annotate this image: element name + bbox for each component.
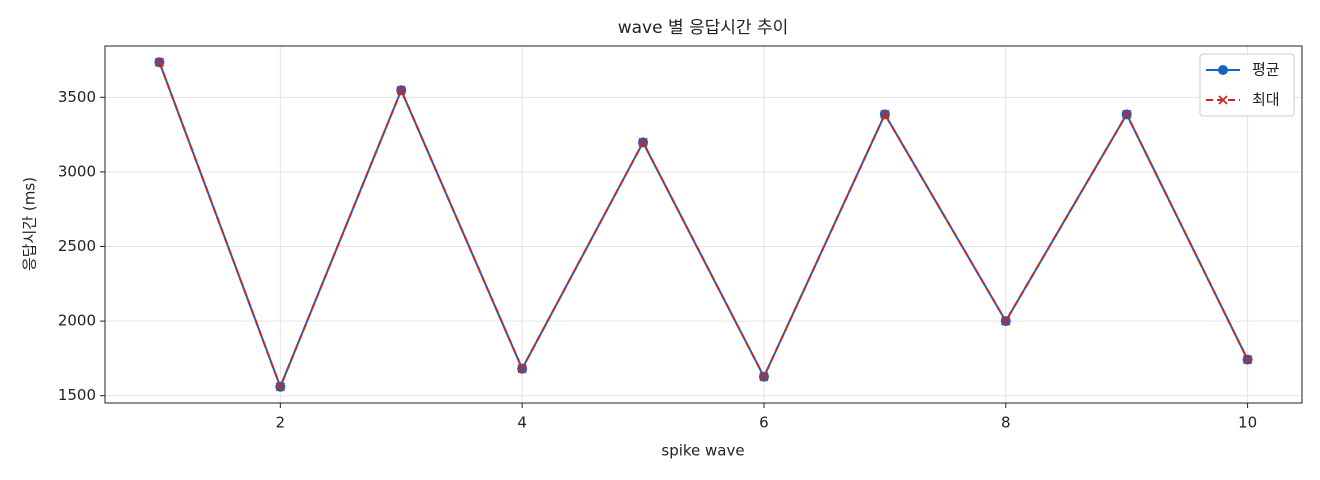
series-line (158, 61, 1249, 390)
legend-box (1199, 53, 1295, 117)
x-tick-label: 4 (517, 414, 527, 432)
legend-marker (1218, 65, 1228, 75)
marker (1242, 354, 1253, 365)
marker (1001, 316, 1011, 326)
x-tick-label: 8 (1001, 414, 1011, 432)
x-tick-label: 10 (1238, 414, 1257, 432)
marker (1122, 109, 1132, 119)
marker (880, 109, 890, 119)
marker (154, 57, 165, 67)
x-axis-label: spike wave (661, 442, 744, 460)
x-tick-label: 6 (759, 414, 769, 432)
legend-label: 최대 (1252, 91, 1280, 109)
marker (638, 137, 648, 148)
marker (396, 85, 406, 95)
plot-frame (104, 45, 1303, 404)
y-axis-label: 응답시간 (ms) (21, 177, 39, 271)
marker (517, 364, 527, 374)
y-tick-label: 3500 (58, 88, 96, 106)
x-tick-label: 2 (276, 414, 286, 432)
series-line (158, 61, 1249, 390)
y-tick-label: 2500 (58, 237, 96, 255)
legend-label: 평균 (1252, 61, 1280, 79)
marker (759, 372, 769, 382)
y-tick-label: 2000 (58, 312, 96, 330)
chart-title: wave 별 응답시간 추이 (618, 18, 789, 38)
y-tick-label: 3000 (58, 162, 96, 180)
legend-marker (1218, 95, 1228, 105)
y-tick-label: 1500 (58, 386, 96, 404)
marker (275, 382, 285, 392)
